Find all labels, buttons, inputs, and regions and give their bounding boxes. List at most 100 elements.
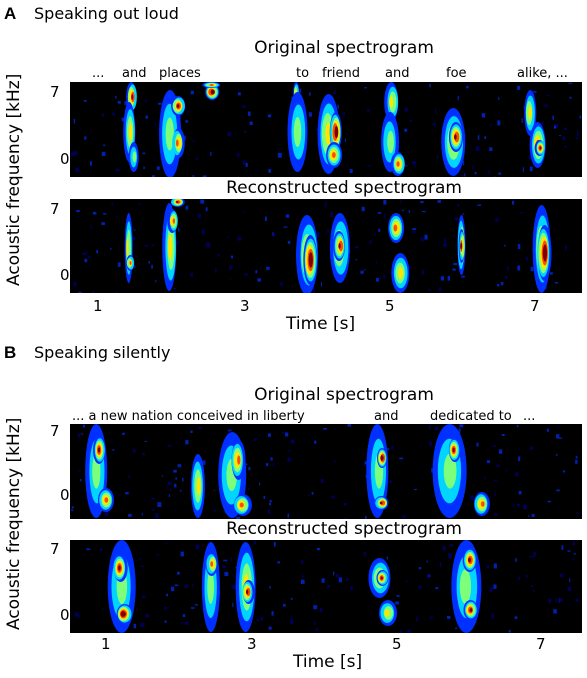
spectrogram-noise bbox=[323, 428, 327, 430]
panel-b-x-tick: 5 bbox=[392, 635, 402, 653]
spectrogram-noise bbox=[315, 627, 319, 631]
spectrogram-noise bbox=[242, 210, 244, 212]
spectrogram-noise bbox=[181, 621, 183, 624]
spectrogram-noise bbox=[489, 147, 493, 151]
spectrogram-noise bbox=[185, 440, 189, 445]
spectrogram-noise bbox=[84, 258, 88, 263]
spectrogram-noise bbox=[138, 203, 141, 206]
spectrogram-noise bbox=[210, 152, 212, 156]
spectrogram-noise bbox=[268, 626, 272, 630]
spectrogram-noise bbox=[515, 558, 517, 562]
spectrogram-noise bbox=[287, 513, 289, 518]
spectrogram-noise bbox=[144, 440, 147, 442]
spectrogram-noise bbox=[373, 233, 376, 236]
spectrogram-noise bbox=[227, 236, 230, 239]
spectrogram-noise bbox=[71, 151, 75, 156]
spectrogram-noise bbox=[432, 123, 437, 126]
spectrogram-noise bbox=[308, 112, 312, 117]
spectrogram-noise bbox=[507, 266, 509, 271]
panel-b-y-axis-label: Acoustic frequency [kHz] bbox=[4, 417, 24, 630]
spectrogram-noise bbox=[217, 254, 220, 257]
panel-b-original-spectrogram bbox=[70, 424, 582, 519]
spectrogram-noise bbox=[277, 152, 282, 158]
spectrogram-noise bbox=[313, 288, 315, 293]
spectrogram-noise bbox=[157, 502, 162, 507]
spectrogram-energy-blob bbox=[332, 152, 336, 158]
spectrogram-noise bbox=[111, 202, 114, 206]
spectrogram-noise bbox=[409, 119, 412, 122]
spectrogram-noise bbox=[327, 584, 330, 588]
spectrogram-noise bbox=[277, 561, 280, 564]
spectrogram-noise bbox=[309, 92, 311, 96]
spectrogram-noise bbox=[554, 125, 557, 129]
spectrogram-noise bbox=[525, 575, 529, 578]
spectrogram-noise bbox=[125, 492, 129, 495]
spectrogram-noise bbox=[190, 607, 195, 609]
spectrogram-noise bbox=[367, 109, 370, 112]
spectrogram-noise bbox=[93, 211, 97, 215]
spectrogram-noise bbox=[521, 118, 523, 123]
spectrogram-noise bbox=[427, 573, 430, 579]
spectrogram-energy-blob bbox=[542, 248, 546, 258]
panel-b-x-axis-label: Time [s] bbox=[293, 652, 363, 672]
spectrogram-noise bbox=[429, 616, 433, 619]
spectrogram-noise bbox=[142, 152, 146, 155]
spectrogram-noise bbox=[334, 460, 336, 463]
spectrogram-noise bbox=[448, 553, 453, 559]
spectrogram-noise bbox=[472, 165, 474, 169]
spectrogram-noise bbox=[124, 101, 128, 106]
spectrogram-noise bbox=[205, 207, 208, 212]
spectrogram-noise bbox=[330, 212, 333, 218]
spectrogram-noise bbox=[84, 136, 87, 140]
spectrogram-noise bbox=[453, 263, 458, 266]
spectrogram-noise bbox=[455, 627, 458, 629]
spectrogram-noise bbox=[367, 165, 372, 167]
spectrogram-noise bbox=[142, 595, 146, 599]
spectrogram-noise bbox=[165, 542, 168, 545]
spectrogram-noise bbox=[179, 115, 182, 120]
spectrogram-energy-blob bbox=[398, 267, 404, 279]
spectrogram-noise bbox=[232, 584, 237, 590]
spectrogram-noise bbox=[177, 464, 182, 468]
spectrogram-noise bbox=[140, 623, 145, 627]
spectrogram-noise bbox=[400, 200, 402, 204]
spectrogram-noise bbox=[493, 480, 498, 482]
spectrogram-noise bbox=[266, 463, 269, 467]
spectrogram-noise bbox=[283, 603, 286, 607]
spectrogram-noise bbox=[575, 459, 578, 464]
spectrogram-noise bbox=[464, 134, 467, 136]
spectrogram-noise bbox=[361, 206, 365, 212]
panel-a-x-tick: 7 bbox=[530, 297, 540, 315]
panel-a-word: ... bbox=[92, 66, 105, 81]
spectrogram-noise bbox=[364, 269, 366, 271]
spectrogram-noise bbox=[185, 120, 189, 123]
panel-a-y-axis-label: Acoustic frequency [kHz] bbox=[4, 73, 24, 286]
spectrogram-noise bbox=[132, 236, 136, 240]
spectrogram-noise bbox=[429, 83, 431, 88]
panel-a-original-spectrogram bbox=[70, 82, 582, 177]
spectrogram-noise bbox=[101, 222, 105, 225]
spectrogram-noise bbox=[290, 439, 295, 444]
spectrogram-noise bbox=[531, 513, 535, 517]
panel-b-word: dedicated to bbox=[430, 409, 512, 424]
spectrogram-noise bbox=[177, 571, 180, 575]
spectrogram-noise bbox=[327, 228, 329, 234]
spectrogram-noise bbox=[527, 515, 530, 517]
spectrogram-noise bbox=[263, 495, 266, 499]
spectrogram-energy-blob bbox=[480, 501, 485, 507]
spectrogram-noise bbox=[83, 100, 87, 102]
spectrogram-energy-blob bbox=[387, 130, 394, 154]
spectrogram-noise bbox=[333, 571, 335, 576]
spectrogram-noise bbox=[440, 276, 445, 281]
spectrogram-noise bbox=[122, 432, 125, 435]
spectrogram-noise bbox=[379, 276, 382, 280]
spectrogram-noise bbox=[133, 229, 136, 231]
panel-b-y-tick: 0 bbox=[60, 486, 70, 504]
panel-a-y-tick: 7 bbox=[50, 83, 60, 101]
spectrogram-energy-blob bbox=[209, 84, 214, 86]
spectrogram-noise bbox=[384, 213, 386, 219]
spectrogram-noise bbox=[481, 113, 486, 118]
spectrogram-energy-blob bbox=[469, 608, 473, 612]
spectrogram-energy-blob bbox=[293, 117, 302, 147]
spectrogram-noise bbox=[561, 545, 564, 551]
